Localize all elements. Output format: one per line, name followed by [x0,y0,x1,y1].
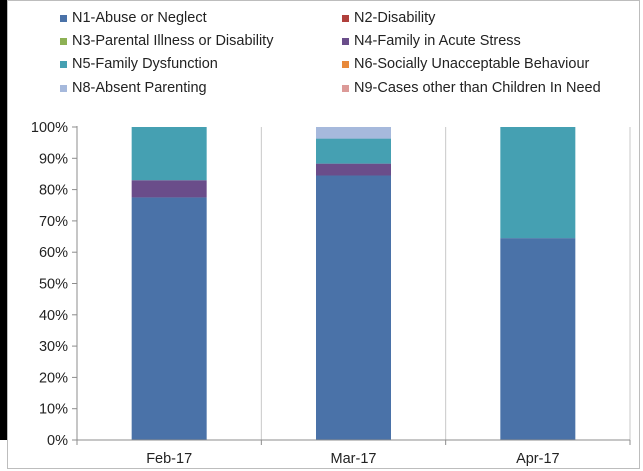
bar-segment-apr-17-series-1 [500,238,576,440]
y-tick-label: 50% [39,277,68,293]
x-tick-label: Feb-17 [146,451,192,467]
legend-label-n1: N1-Abuse or Neglect [72,10,207,26]
bar-segment-mar-17-series-5 [316,138,391,164]
x-axis-tick-labels: Feb-17 Mar-17 Apr-17 [146,451,559,467]
legend-item-n2: N2-Disability [342,10,435,26]
legend-item-n9: N9-Cases other than Children In Need [342,80,601,96]
bar-segment-mar-17-series-7 [316,127,391,139]
legend-item-n1: N1-Abuse or Neglect [60,10,207,26]
legend-label-n4: N4-Family in Acute Stress [354,33,521,49]
chart-frame [7,0,640,469]
y-tick-label: 80% [39,183,68,199]
legend-item-n6: N6-Socially Unacceptable Behaviour [342,56,589,72]
legend-swatch-n5 [60,60,67,68]
bar-segment-feb-17-series-1 [131,197,207,440]
y-tick-label: 70% [39,214,68,230]
y-tick-label: 40% [39,308,68,324]
y-tick-label: 0% [47,433,68,449]
bar-segment-apr-17-series-5 [500,127,576,239]
legend-item-n5: N5-Family Dysfunction [60,56,218,72]
legend-swatch-n8 [60,84,67,92]
legend-item-n3: N3-Parental Illness or Disability [60,33,273,49]
y-tick-label: 10% [39,402,68,418]
plot-bars [131,127,576,440]
y-tick-label: 20% [39,370,68,386]
legend-label-n6: N6-Socially Unacceptable Behaviour [354,56,590,72]
plot-axes [72,126,631,445]
legend-item-n4: N4-Family in Acute Stress [342,33,521,49]
legend-swatch-n9 [342,84,349,92]
x-tick-label: Mar-17 [331,451,377,467]
legend-swatch-n3 [60,37,67,45]
legend-label-n2: N2-Disability [354,10,436,26]
y-tick-label: 100% [31,120,68,136]
bar-segment-mar-17-series-1 [316,175,391,440]
x-tick-label: Apr-17 [516,451,560,467]
legend-item-n8: N8-Absent Parenting [60,80,207,96]
bar-segment-feb-17-series-4 [131,180,207,198]
legend-label-n8: N8-Absent Parenting [72,80,207,96]
plot-gridlines [260,127,631,440]
left-edge-bar [0,0,7,440]
legend-label-n9: N9-Cases other than Children In Need [354,80,601,96]
legend-swatch-n6 [342,60,349,68]
legend-swatch-n2 [342,14,349,22]
legend-swatch-n4 [342,37,349,45]
bar-segment-mar-17-series-4 [316,163,391,176]
y-tick-label: 60% [39,245,68,261]
y-axis-tick-labels: 0% 10% 20% 30% 40% 50% 60% 70% 80% 90% 100% [31,120,68,449]
bar-segment-feb-17-series-5 [131,127,207,181]
y-tick-label: 90% [39,151,68,167]
y-tick-label: 30% [39,339,68,355]
legend-label-n5: N5-Family Dysfunction [72,56,218,72]
legend-swatch-n1 [60,14,67,22]
legend-label-n3: N3-Parental Illness or Disability [72,33,274,49]
